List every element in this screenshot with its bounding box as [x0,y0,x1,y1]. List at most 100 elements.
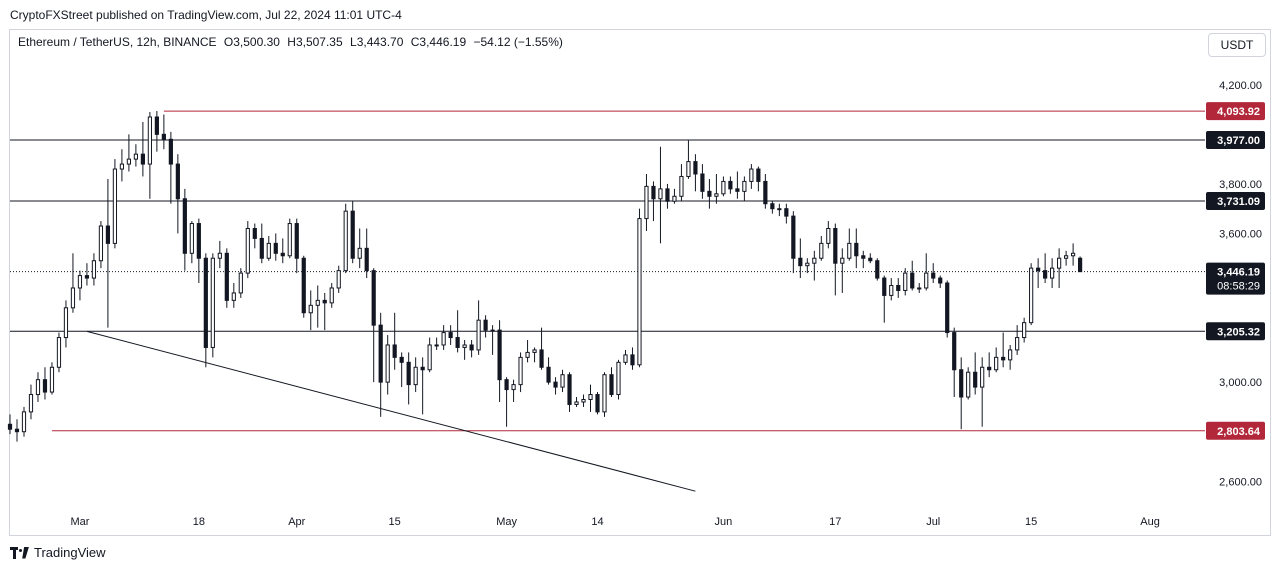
candle[interactable] [105,178,111,328]
candle[interactable] [462,340,467,360]
candle[interactable] [553,377,558,395]
candle[interactable] [336,265,341,293]
candle[interactable] [854,228,859,269]
candle[interactable] [749,164,754,189]
candle[interactable] [896,278,901,298]
candle[interactable] [1064,250,1069,266]
candle[interactable] [14,419,20,442]
candle[interactable] [924,253,929,291]
candle[interactable] [1015,325,1020,355]
candle[interactable] [609,367,614,398]
candle[interactable] [119,149,125,182]
candle[interactable] [224,248,229,308]
candle[interactable] [931,263,936,284]
candle[interactable] [294,218,299,274]
candle[interactable] [763,173,768,209]
candle[interactable] [392,312,397,370]
candle[interactable] [455,310,460,353]
candle[interactable] [595,392,600,415]
candle[interactable] [497,320,502,402]
candle[interactable] [1001,332,1006,368]
candle[interactable] [140,121,145,177]
candle[interactable] [56,332,62,373]
candle[interactable] [154,111,159,152]
candle[interactable] [245,221,250,279]
candle[interactable] [301,255,306,318]
candle[interactable] [637,208,642,368]
candle[interactable] [784,203,789,224]
candle[interactable] [77,270,83,301]
candle[interactable] [819,235,824,261]
candle[interactable] [805,258,810,274]
candle[interactable] [560,369,565,393]
candle[interactable] [315,285,320,328]
candle[interactable] [385,335,390,395]
candle[interactable] [364,228,369,279]
candle[interactable] [539,327,544,370]
candle[interactable] [210,253,215,358]
candle[interactable] [693,154,698,192]
candle[interactable] [735,171,740,199]
candle[interactable] [49,362,55,395]
candle[interactable] [469,340,474,358]
candle[interactable] [847,228,852,261]
candle[interactable] [868,253,873,264]
candle[interactable] [427,337,432,373]
candle[interactable] [952,327,957,398]
candle[interactable] [406,352,411,405]
candle[interactable] [70,253,76,313]
candle[interactable] [917,283,922,293]
candle[interactable] [448,325,453,345]
candle[interactable] [147,112,152,199]
currency-button[interactable]: USDT [1208,33,1266,57]
candle[interactable] [217,240,222,269]
candle[interactable] [707,178,712,209]
candle[interactable] [770,201,775,214]
candle[interactable] [329,283,334,308]
candle[interactable] [203,253,208,368]
candle[interactable] [511,379,516,402]
candle[interactable] [21,406,27,437]
candle[interactable] [350,201,355,264]
candle[interactable] [616,359,621,400]
candle[interactable] [686,140,691,179]
candle[interactable] [980,357,985,427]
candle[interactable] [413,357,418,393]
candle[interactable] [287,218,292,259]
candle[interactable] [378,312,383,417]
candle[interactable] [532,347,537,363]
candle[interactable] [1057,248,1062,288]
candle[interactable] [728,176,733,194]
candle[interactable] [84,263,90,286]
candle[interactable] [665,183,670,209]
candle[interactable] [182,188,187,271]
candle[interactable] [1050,258,1055,288]
candle[interactable] [826,221,831,249]
candle[interactable] [483,315,488,338]
candle[interactable] [861,250,866,269]
candle[interactable] [882,275,887,323]
candle[interactable] [840,248,845,293]
candle[interactable] [994,347,999,373]
candle[interactable] [1036,258,1041,288]
candle[interactable] [987,352,992,378]
candle[interactable] [126,134,132,172]
candle[interactable] [133,144,138,167]
candle[interactable] [959,357,964,430]
tradingview-brand[interactable]: TradingView [10,545,106,560]
candle[interactable] [231,283,236,308]
candle[interactable] [112,159,118,249]
candle[interactable] [672,188,677,204]
candle[interactable] [567,372,572,412]
candle[interactable] [875,258,880,281]
candle[interactable] [399,352,404,388]
candle[interactable] [756,166,761,192]
candle[interactable] [1022,317,1027,343]
candle[interactable] [833,223,838,296]
candle[interactable] [525,340,530,363]
candle[interactable] [322,292,327,331]
candle[interactable] [798,238,803,279]
candle[interactable] [7,414,13,435]
candle[interactable] [581,394,586,407]
